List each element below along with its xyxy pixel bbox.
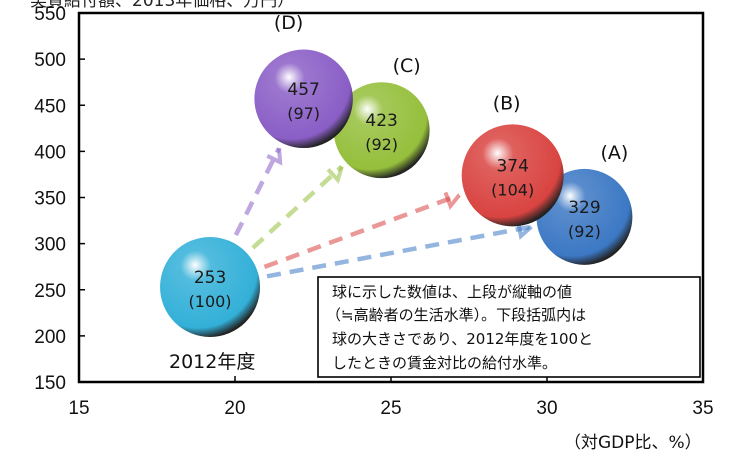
x-tick-label: 35	[692, 398, 713, 419]
y-axis-ticks: 150 200 250 300 350 400 450 500 550	[34, 4, 85, 394]
x-axis-ticks: 15 20 25 30 35	[68, 376, 714, 419]
bubble-label: (C)	[393, 55, 421, 77]
annotation-line-4: したときの賃金対比の給付水準。	[332, 354, 557, 372]
y-tick-label: 550	[34, 4, 66, 25]
bubbles: 253 (100) 329 (92) (A) 374 (104) (B) 423 (92) (C) 4…	[160, 12, 633, 337]
arrow-line	[263, 192, 460, 270]
base-year-label: 2012年度	[169, 351, 255, 373]
y-tick-label: 150	[34, 373, 66, 394]
bubble-size: (97)	[287, 104, 320, 123]
bubble-label: (D)	[274, 12, 303, 34]
bubble-value: 374	[496, 156, 528, 176]
y-tick-label: 350	[34, 189, 66, 210]
bubble-value: 423	[365, 111, 397, 131]
x-axis-unit: （対GDP比、%）	[564, 433, 702, 453]
y-tick-label: 400	[34, 142, 66, 163]
bubble-size: (92)	[568, 222, 601, 241]
annotation-box: 球に示した数値は、上段が縦軸の値 （≒高齢者の生活水準）。下段括弧内は 球の大き…	[317, 276, 701, 378]
annotation-line-1: 球に示した数値は、上段が縦軸の値	[332, 283, 572, 301]
bubble-label: (B)	[493, 92, 521, 114]
arrows	[233, 147, 533, 279]
arrow-line	[233, 147, 282, 237]
bubble-base	[160, 236, 261, 337]
arrow-line	[251, 164, 344, 250]
bubble-p2	[333, 82, 430, 179]
x-tick-label: 20	[224, 398, 245, 419]
bubble-label: (A)	[601, 142, 629, 164]
y-tick-label: 300	[34, 235, 66, 256]
bubble-p3	[254, 49, 353, 149]
bubble-size: (100)	[189, 292, 232, 311]
x-tick-label: 25	[380, 398, 401, 419]
y-tick-label: 200	[34, 327, 66, 348]
arrow-head	[326, 165, 344, 184]
chart-title: 実質給付額、2013年価格、万円）	[30, 0, 294, 11]
annotation-line-3: 球の大きさであり、2012年度を100と	[332, 330, 593, 348]
bubble-size: (92)	[365, 135, 398, 154]
bubble-value: 457	[287, 80, 319, 100]
y-tick-label: 500	[34, 50, 66, 71]
arrow-head	[266, 148, 283, 166]
annotation-line-2: （≒高齢者の生活水準）。下段括弧内は	[326, 306, 586, 324]
x-tick-label: 30	[536, 398, 557, 419]
y-tick-label: 250	[34, 281, 66, 302]
bubble-value: 253	[194, 268, 226, 288]
bubble-size: (104)	[491, 180, 534, 199]
bubble-value: 329	[568, 198, 600, 218]
x-tick-label: 15	[68, 398, 89, 419]
arrow-head	[443, 191, 461, 210]
arrow-head	[516, 221, 533, 240]
bubble-p1	[461, 124, 564, 227]
y-tick-label: 450	[34, 96, 66, 117]
